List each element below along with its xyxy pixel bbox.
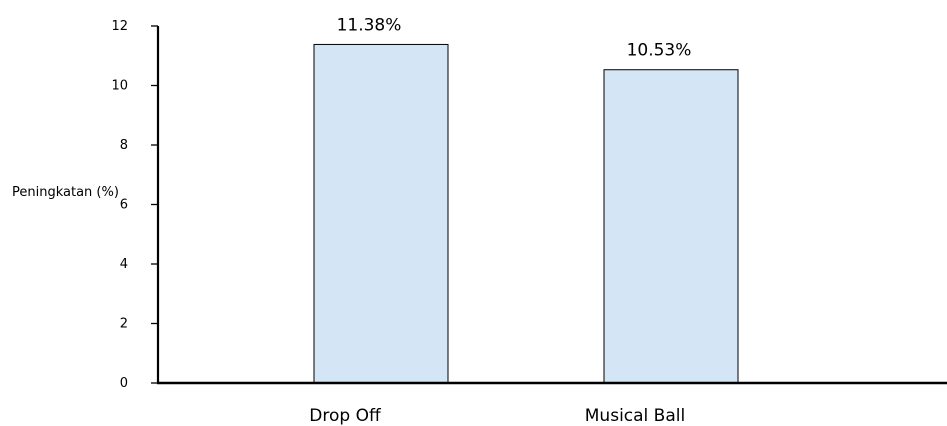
bars-group: 11.38% 10.53% [313,15,739,384]
bar-value-label: 11.38% [337,15,402,35]
bar-drop-off [313,43,449,384]
y-tick-label: 8 [120,138,128,153]
bar-musical-ball [603,69,739,384]
y-tick-label: 6 [120,198,128,213]
y-axis-ticks: 0 2 4 6 8 10 12 [111,19,158,391]
bar-value-label: 10.53% [627,41,692,61]
y-tick-label: 12 [111,19,128,34]
x-category-label: Musical Ball [585,406,685,426]
x-category-label: Drop Off [309,406,382,426]
y-axis-title: Peningkatan (%) [12,185,119,200]
y-tick-label: 2 [120,317,128,332]
x-axis-labels: Drop Off Musical Ball [309,406,685,426]
y-tick-label: 10 [111,79,128,94]
y-tick-label: 4 [120,257,128,272]
y-tick-label: 0 [120,376,128,391]
